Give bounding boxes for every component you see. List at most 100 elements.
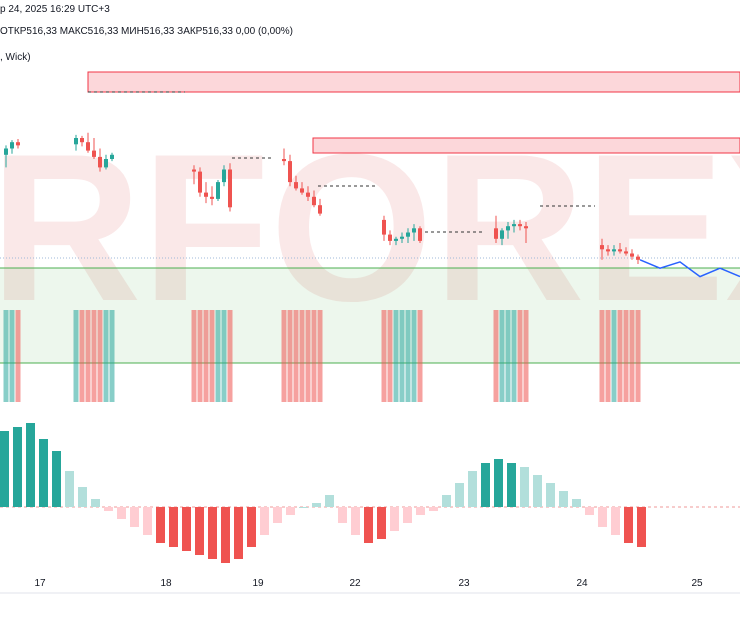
volume-bar — [221, 310, 227, 402]
histogram-bar — [65, 471, 74, 507]
histogram-bar — [338, 507, 347, 523]
chart-header-date: р 24, 2025 16:29 UTC+3 — [0, 4, 110, 15]
histogram-bar — [169, 507, 178, 547]
volume-bar — [387, 310, 393, 402]
volume-bar — [15, 310, 21, 402]
volume-bar — [73, 310, 79, 402]
candle-body — [198, 171, 202, 193]
histogram-bar — [442, 495, 451, 507]
histogram-bar — [312, 503, 321, 507]
zones — [0, 71, 740, 364]
histogram-bar — [143, 507, 152, 535]
histogram-bar — [572, 499, 581, 507]
histogram-bar — [286, 507, 295, 515]
candle-body — [500, 230, 504, 239]
x-axis-tick-label: 18 — [160, 578, 172, 589]
x-axis-tick-label: 22 — [349, 578, 361, 589]
histogram-bar — [0, 431, 9, 507]
volume-bar — [299, 310, 305, 402]
volume-bar — [209, 310, 215, 402]
volume-bar — [227, 310, 233, 402]
volume-bar — [499, 310, 505, 402]
candle-body — [210, 196, 214, 199]
candle-body — [412, 228, 416, 233]
histogram-bar — [195, 507, 204, 555]
volume-bar — [399, 310, 405, 402]
candle-body — [506, 226, 510, 231]
histogram-bar — [403, 507, 412, 523]
histogram-bar — [247, 507, 256, 547]
histogram-bar — [468, 471, 477, 507]
volume-bar — [611, 310, 617, 402]
histogram-bar — [91, 499, 100, 507]
candle-body — [394, 238, 398, 241]
volume-bar — [393, 310, 399, 402]
chart-header-ohlc: ОТКР516,33 МАКС516,33 МИН516,33 ЗАКР516,… — [0, 26, 293, 37]
histogram-bar — [221, 507, 230, 563]
candle-body — [512, 224, 516, 227]
candle-body — [228, 169, 232, 208]
forecast-line — [639, 259, 740, 278]
candle-body — [606, 249, 610, 252]
x-axis-tick-label: 25 — [691, 578, 703, 589]
candle-body — [98, 156, 102, 168]
volume-bar — [511, 310, 517, 402]
x-axis-tick-label: 17 — [34, 578, 46, 589]
histogram-bar — [117, 507, 126, 519]
histogram-bar — [156, 507, 165, 543]
candle-body — [600, 245, 604, 250]
volume-bar — [405, 310, 411, 402]
watermark-text: RFOREX — [0, 110, 740, 345]
histogram-bar — [429, 507, 438, 511]
candle-body — [494, 228, 498, 239]
volume-bar — [305, 310, 311, 402]
candle-body — [110, 154, 114, 159]
candle-body — [74, 138, 78, 145]
histogram-bar — [416, 507, 425, 515]
candle-body — [104, 159, 108, 168]
volume-bar — [599, 310, 605, 402]
histogram-bar — [325, 495, 334, 507]
candle-body — [318, 205, 322, 214]
histogram-bar — [624, 507, 633, 543]
candle-body — [524, 226, 528, 229]
candle-body — [282, 159, 286, 162]
volume-bar — [3, 310, 9, 402]
histogram-bar — [299, 507, 308, 508]
histogram-bar — [520, 467, 529, 507]
candle-body — [312, 196, 316, 206]
volume-bar — [191, 310, 197, 402]
histogram — [0, 423, 740, 563]
histogram-bar — [481, 463, 490, 507]
histogram-bar — [494, 459, 503, 507]
candle-body — [624, 251, 628, 254]
volume-bar — [523, 310, 529, 402]
histogram-bar — [13, 427, 22, 507]
volume-bar — [91, 310, 97, 402]
candle-body — [10, 142, 14, 149]
candle-body — [204, 192, 208, 197]
volume-bar — [381, 310, 387, 402]
candle-body — [216, 182, 220, 199]
histogram-bar — [390, 507, 399, 531]
candle-body — [86, 142, 90, 151]
candle-body — [300, 188, 304, 193]
candle-body — [80, 138, 84, 143]
volume-bar — [505, 310, 511, 402]
volume-bar — [605, 310, 611, 402]
volume-bar — [97, 310, 103, 402]
x-axis-tick-label: 19 — [252, 578, 264, 589]
histogram-bar — [364, 507, 373, 543]
candle-body — [400, 236, 404, 239]
histogram-bar — [637, 507, 646, 547]
volume-bar — [109, 310, 115, 402]
candle-body — [288, 161, 292, 183]
histogram-bar — [208, 507, 217, 559]
volume-bar — [9, 310, 15, 402]
volume-bar — [629, 310, 635, 402]
volume-bar — [79, 310, 85, 402]
indicator-legend: , Wick) — [0, 52, 31, 63]
histogram-bar — [598, 507, 607, 527]
candle-body — [406, 232, 410, 237]
